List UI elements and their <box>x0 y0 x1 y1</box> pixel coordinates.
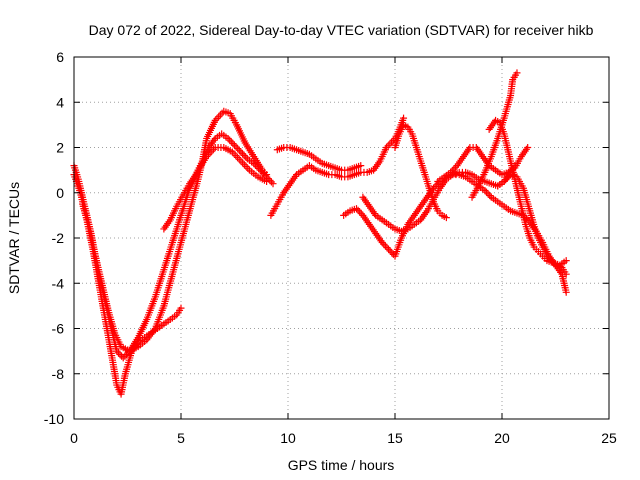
data-point <box>224 134 232 142</box>
y-tick-label: 2 <box>56 140 64 156</box>
data-point <box>451 163 459 171</box>
y-tick-label: 4 <box>56 94 64 110</box>
data-point <box>231 141 238 149</box>
data-point <box>524 144 532 151</box>
data-point <box>378 239 386 247</box>
data-point <box>242 153 250 161</box>
data-point <box>500 177 508 185</box>
data-point <box>562 257 570 265</box>
data-point <box>352 205 360 213</box>
y-tick-label: -10 <box>44 411 64 427</box>
data-point <box>122 351 130 359</box>
data-point <box>380 240 388 248</box>
data-point <box>259 170 267 178</box>
data-point <box>513 69 521 77</box>
data-point <box>264 175 272 183</box>
data-point <box>235 146 243 154</box>
data-point <box>269 180 277 188</box>
y-tick-label: -2 <box>52 230 65 246</box>
data-marks <box>70 69 570 398</box>
data-point <box>227 138 235 146</box>
y-tick-label: 0 <box>56 185 64 201</box>
data-point <box>240 151 248 159</box>
data-point <box>237 148 245 156</box>
data-point <box>232 143 240 151</box>
data-point <box>234 145 242 153</box>
data-point <box>261 171 269 179</box>
data-point <box>357 162 365 170</box>
y-tick-label: -4 <box>52 275 65 291</box>
y-axis-label: SDTVAR / TECUs <box>6 182 22 294</box>
data-point <box>547 256 555 264</box>
data-point <box>431 183 439 191</box>
x-tick-label: 15 <box>387 430 403 446</box>
data-point <box>356 208 364 216</box>
data-point <box>486 192 494 200</box>
x-tick-label: 0 <box>70 430 78 446</box>
data-point <box>442 214 450 222</box>
data-point <box>177 304 185 312</box>
data-point <box>482 188 490 196</box>
data-point <box>258 168 266 176</box>
data-point <box>116 351 124 359</box>
data-point <box>550 259 558 267</box>
data-point <box>357 210 365 218</box>
data-point <box>239 150 247 158</box>
data-point <box>114 349 122 357</box>
data-point <box>251 161 259 169</box>
x-tick-label: 10 <box>280 430 296 446</box>
data-point <box>229 140 237 148</box>
chart-title: Day 072 of 2022, Sidereal Day-to-day VTE… <box>89 22 594 38</box>
data-point <box>481 186 489 194</box>
x-tick-label: 20 <box>494 430 510 446</box>
data-point <box>255 164 263 172</box>
y-tick-label: -8 <box>52 366 65 382</box>
data-point <box>266 176 274 184</box>
data-point <box>503 174 511 182</box>
data-point <box>250 159 258 167</box>
data-point <box>386 247 394 255</box>
data-point <box>484 190 492 198</box>
data-point <box>253 163 261 171</box>
data-point <box>267 178 275 186</box>
data-point <box>388 249 396 257</box>
data-point <box>400 114 408 122</box>
data-point <box>119 354 127 362</box>
data-point <box>385 245 393 253</box>
data-point <box>447 168 455 176</box>
data-point <box>383 244 391 252</box>
data-point <box>354 206 362 214</box>
data-point <box>256 166 264 174</box>
data-point <box>505 172 513 180</box>
data-point <box>562 288 570 296</box>
data-point <box>263 173 271 181</box>
y-tick-label: -6 <box>52 321 65 337</box>
data-point <box>226 136 234 144</box>
data-point <box>450 165 458 173</box>
data-point <box>381 242 389 250</box>
data-point <box>545 254 553 262</box>
x-tick-label: 25 <box>601 430 617 446</box>
axis-ticks: 0 5 10 15 20 25 -10 -8 -6 -4 -2 0 2 4 6 <box>44 49 617 446</box>
data-point <box>548 258 556 266</box>
data-point <box>502 176 510 184</box>
data-point <box>113 347 121 355</box>
data-point <box>448 167 456 175</box>
y-tick-label: 6 <box>56 49 64 65</box>
x-tick-label: 5 <box>177 430 185 446</box>
x-axis-label: GPS time / hours <box>288 457 395 473</box>
data-point <box>562 270 570 278</box>
